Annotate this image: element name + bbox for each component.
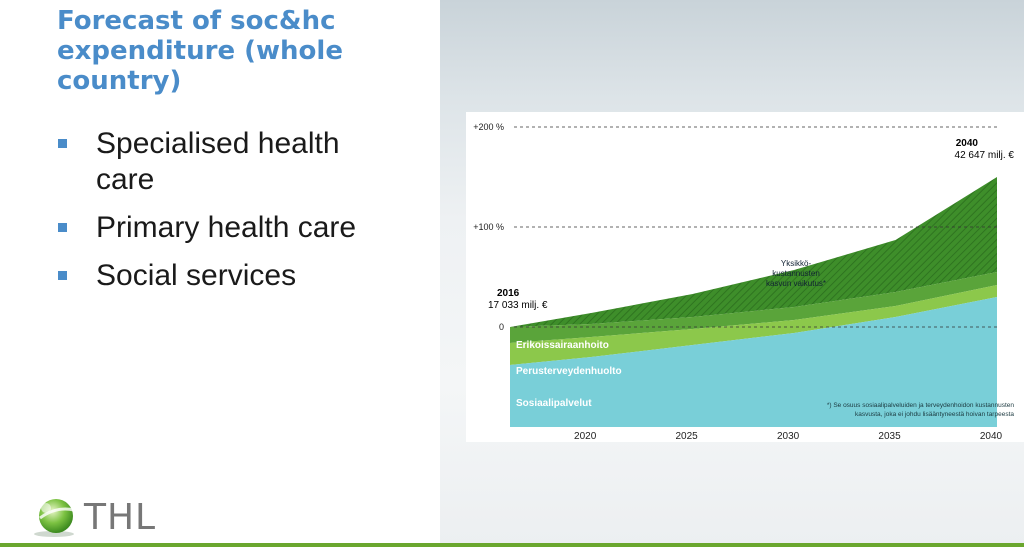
bullet-item: Social services	[58, 258, 398, 294]
bullet-text: Specialised health care	[96, 127, 340, 196]
x-tick-label: 2020	[574, 431, 597, 442]
text-panel	[0, 0, 440, 547]
x-tick-label: 2025	[676, 431, 699, 442]
bullet-text: Primary health care	[96, 211, 357, 244]
hatch-label-line: kustannusten	[772, 269, 820, 278]
end-value-label: 42 647 milj. €	[955, 150, 1015, 161]
bottom-accent-line	[0, 543, 1024, 547]
y-tick-label: 0	[499, 322, 504, 332]
end-year-label: 2040	[956, 138, 979, 149]
area-yksikk-kustannusten-kasvun-vaikutus	[510, 177, 997, 327]
bullet-list: Specialised health care Primary health c…	[58, 126, 398, 306]
bullet-text: Social services	[96, 259, 297, 292]
x-tick-label: 2040	[980, 431, 1003, 442]
bullet-square-icon	[58, 139, 67, 148]
area-perusterveydenhuolto	[510, 285, 997, 365]
bullet-square-icon	[58, 271, 67, 280]
thl-logo-icon	[34, 499, 75, 537]
hatch-label-line: kasvun vaikutus*	[766, 279, 826, 288]
area-erikoissairaanhoito	[510, 272, 997, 343]
slide-title: Forecast of soc&hc expenditure (whole co…	[57, 6, 343, 96]
area-sosiaalipalvelut	[510, 297, 997, 427]
footnote-line: kasvusta, joka ei johdu lisääntyneestä h…	[855, 411, 1014, 418]
series-label: Perusterveydenhuolto	[516, 366, 622, 377]
start-value-label: 17 033 milj. €	[488, 300, 548, 311]
bullet-item: Primary health care	[58, 210, 398, 246]
series-label: Sosiaalipalvelut	[516, 398, 592, 409]
hatch-label-line: Yksikkö-	[781, 259, 812, 268]
start-year-label: 2016	[497, 288, 520, 299]
y-tick-label: +100 %	[473, 222, 504, 232]
series-label: Erikoissairaanhoito	[516, 340, 609, 351]
y-tick-label: +200 %	[473, 122, 504, 132]
footnote-line: *) Se osuus sosiaalipalveluiden ja terve…	[827, 402, 1015, 409]
logo-text: THL	[84, 497, 157, 538]
bullet-item: Specialised health care	[58, 126, 398, 198]
x-tick-label: 2030	[777, 431, 800, 442]
expenditure-chart: +200 %+100 %0 2020 2025 2030 2035 2040 2016 …	[473, 122, 1015, 442]
bullet-square-icon	[58, 223, 67, 232]
x-tick-label: 2035	[878, 431, 901, 442]
